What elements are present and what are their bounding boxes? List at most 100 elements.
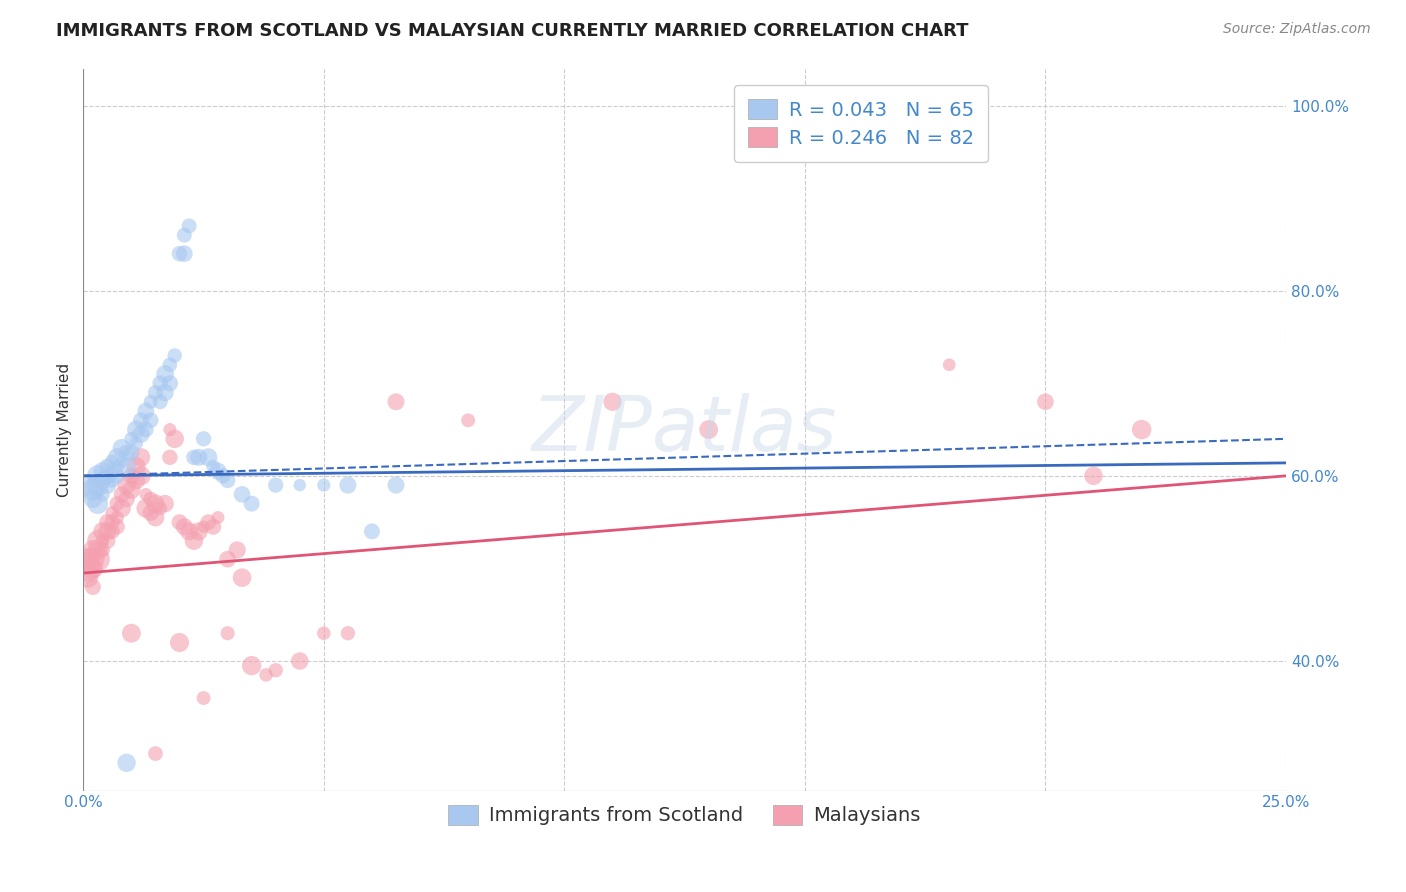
Text: ZIPatlas: ZIPatlas [531,392,838,467]
Point [111,441,134,455]
Point [145,747,167,761]
Point [120,432,142,446]
Point [115,446,138,460]
Point [87,552,110,566]
Point [159,423,181,437]
Point [385,394,408,409]
Point [129,427,152,442]
Point [87,478,110,492]
Point [183,450,205,465]
Point [129,413,152,427]
Point [169,635,191,649]
Point [115,756,138,770]
Point [87,533,110,548]
Point [602,394,624,409]
Point [105,468,128,483]
Point [231,571,253,585]
Point [153,497,176,511]
Point [115,491,138,506]
Point [77,561,100,575]
Point [217,552,239,566]
Point [197,515,219,529]
Point [149,394,172,409]
Point [207,464,229,478]
Point [1130,423,1153,437]
Point [91,487,114,501]
Point [77,571,100,585]
Point [82,483,104,497]
Point [91,533,114,548]
Point [202,520,225,534]
Point [96,478,118,492]
Point [101,464,124,478]
Point [149,376,172,391]
Point [254,668,277,682]
Y-axis label: Currently Married: Currently Married [58,362,72,497]
Point [139,506,162,520]
Point [187,524,209,539]
Point [87,468,110,483]
Point [336,626,359,640]
Point [145,510,167,524]
Point [105,450,128,465]
Point [1035,394,1057,409]
Point [226,542,249,557]
Point [288,654,311,668]
Point [288,478,311,492]
Point [91,474,114,488]
Point [101,506,124,520]
Point [169,515,191,529]
Point [193,520,215,534]
Point [105,497,128,511]
Point [139,413,162,427]
Point [217,626,239,640]
Point [125,459,148,474]
Point [193,432,215,446]
Point [105,459,128,474]
Point [125,423,148,437]
Text: Source: ZipAtlas.com: Source: ZipAtlas.com [1223,22,1371,37]
Point [129,468,152,483]
Point [193,691,215,706]
Point [264,478,287,492]
Point [125,474,148,488]
Point [96,515,118,529]
Point [163,349,186,363]
Point [139,394,162,409]
Point [96,524,118,539]
Point [153,385,176,400]
Point [159,376,181,391]
Point [111,455,134,469]
Point [173,228,195,243]
Point [101,455,124,469]
Point [312,626,335,640]
Point [82,552,104,566]
Point [91,464,114,478]
Point [135,404,157,418]
Point [82,491,104,506]
Point [105,510,128,524]
Point [129,450,152,465]
Point [207,510,229,524]
Point [169,246,191,260]
Point [159,358,181,372]
Point [697,423,720,437]
Point [457,413,479,427]
Point [153,367,176,381]
Point [179,524,201,539]
Point [120,468,142,483]
Point [120,446,142,460]
Point [173,246,195,260]
Point [96,459,118,474]
Legend: Immigrants from Scotland, Malaysians: Immigrants from Scotland, Malaysians [439,795,931,835]
Text: IMMIGRANTS FROM SCOTLAND VS MALAYSIAN CURRENTLY MARRIED CORRELATION CHART: IMMIGRANTS FROM SCOTLAND VS MALAYSIAN CU… [56,22,969,40]
Point [211,468,233,483]
Point [87,497,110,511]
Point [217,474,239,488]
Point [125,436,148,450]
Point [120,626,142,640]
Point [149,501,172,516]
Point [938,358,960,372]
Point [187,450,209,465]
Point [240,497,263,511]
